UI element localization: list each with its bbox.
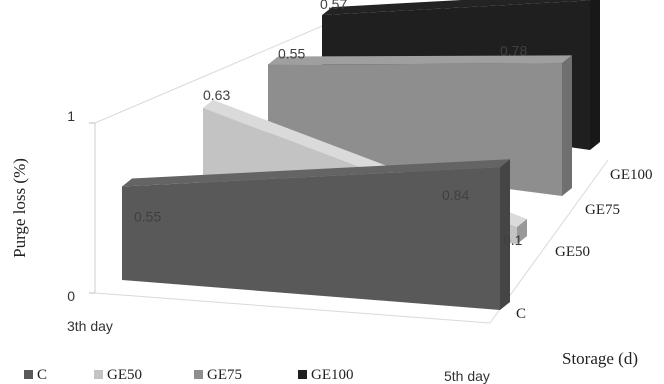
- legend-swatch-ge50: [94, 370, 103, 379]
- band-top-ge100: [322, 0, 591, 16]
- band-side-c: [500, 159, 510, 310]
- x-tick-5th-day: 5th day: [444, 368, 490, 384]
- y-axis-title: Purge loss (%): [10, 158, 29, 258]
- data-label-ge50-1: 0.1: [503, 232, 523, 248]
- band-side-ge75: [562, 55, 572, 197]
- legend-swatch-ge100: [298, 370, 307, 379]
- depth-label-c: C: [516, 306, 526, 322]
- data-label-ge100-0: 0.57: [320, 0, 347, 12]
- band-side-ge100: [590, 0, 600, 150]
- legend-swatch-c: [24, 370, 33, 379]
- band-side-ge50: [517, 219, 527, 244]
- chart-frame: [89, 11, 609, 324]
- legend: C GE50 GE75 GE100: [24, 367, 354, 383]
- band-top-c: [122, 159, 510, 187]
- depth-label-ge100: GE100: [610, 167, 653, 183]
- depth-label-ge50: GE50: [555, 244, 590, 260]
- legend-label-c: C: [37, 367, 47, 383]
- x-axis-title: Storage (d): [562, 349, 638, 368]
- data-label-ge75-0: 0.55: [278, 46, 305, 62]
- data-labels: 0.570.880.550.780.630.10.550.84: [134, 0, 527, 248]
- data-label-c-1: 0.84: [442, 187, 469, 203]
- band-front-c: [122, 167, 500, 310]
- x-tick-3th-day: 3th day: [67, 318, 113, 334]
- depth-label-ge75: GE75: [585, 202, 620, 218]
- legend-label-ge50: GE50: [107, 367, 142, 383]
- y-tick-0: 0: [67, 288, 75, 304]
- legend-swatch-ge75: [194, 370, 203, 379]
- series-bars: [122, 0, 600, 310]
- band-top-ge75: [268, 55, 572, 65]
- legend-label-ge75: GE75: [207, 367, 242, 383]
- legend-label-ge100: GE100: [311, 367, 354, 383]
- data-label-ge50-0: 0.63: [203, 87, 230, 103]
- data-label-c-0: 0.55: [134, 209, 161, 225]
- y-tick-1: 1: [67, 108, 75, 124]
- data-label-ge75-1: 0.78: [500, 42, 527, 58]
